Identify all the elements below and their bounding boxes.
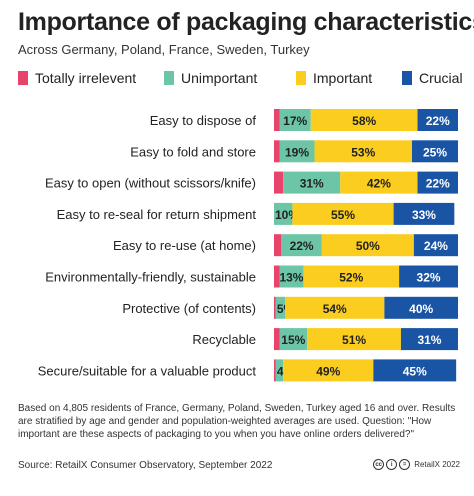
- category-label: Easy to open (without scissors/knife): [45, 176, 256, 191]
- bar-segment: [384, 296, 458, 319]
- stacked-bar-chart: Easy to dispose of 17% 58% 22% Easy to fold …: [38, 109, 458, 382]
- bar-segment: [314, 140, 412, 163]
- bar-segment: [310, 109, 418, 131]
- bar-segment: [321, 234, 414, 257]
- bar-segment: [281, 234, 322, 257]
- legend-label: Crucial: [419, 70, 463, 86]
- category-label: Secure/suitable for a valuable product: [38, 363, 257, 378]
- legend-swatch: [164, 71, 174, 85]
- cc-icon: cc: [373, 459, 385, 470]
- data-label: 15%: [281, 333, 305, 347]
- bar-segment: [413, 234, 458, 257]
- bar-segment: [274, 328, 280, 351]
- data-label: 51%: [342, 333, 366, 347]
- category-label: Recyclable: [192, 332, 256, 347]
- data-label: 13%: [279, 271, 303, 285]
- legend-swatch: [296, 71, 306, 85]
- data-label: 22%: [426, 114, 450, 128]
- data-label: 54%: [323, 302, 347, 316]
- data-label: 17%: [283, 114, 307, 128]
- by-icon: i: [386, 459, 398, 470]
- bar-segment: [340, 171, 418, 194]
- bar-segment: [307, 328, 401, 351]
- bar-segment: [274, 296, 276, 319]
- bar-segment: [283, 359, 374, 382]
- bar-segment: [393, 202, 455, 225]
- legend-item-crucial: Crucial: [402, 70, 463, 86]
- bar-segment: [274, 359, 276, 382]
- bar-segment: [400, 328, 458, 351]
- bar-segment: [274, 109, 280, 131]
- data-label: 55%: [331, 208, 355, 222]
- bar-segment: [274, 234, 282, 257]
- category-label: Protective (of contents): [122, 301, 256, 316]
- bar-segment: [274, 140, 280, 163]
- nd-icon: =: [399, 459, 411, 470]
- bar-segment: [274, 202, 293, 225]
- legend: Totally irrelevent Unimportant Important…: [18, 70, 468, 90]
- data-label: 22%: [290, 239, 314, 253]
- data-label: 19%: [285, 145, 309, 159]
- chart-subtitle: Across Germany, Poland, France, Sweden, …: [18, 42, 310, 57]
- legend-label: Important: [313, 70, 373, 86]
- category-label: Easy to fold and store: [130, 144, 256, 159]
- bar-segment: [279, 140, 315, 163]
- data-label: 50%: [356, 239, 380, 253]
- legend-item-totally-irrelevant: Totally irrelevent: [18, 70, 136, 86]
- data-label: 45%: [403, 364, 427, 378]
- bar-segment: [275, 359, 284, 382]
- bar-segment: [279, 265, 304, 288]
- bar-segment: [275, 296, 286, 319]
- bar-segment: [292, 202, 394, 225]
- bar-segment: [373, 359, 457, 382]
- bar-segment: [412, 140, 458, 163]
- legend-item-unimportant: Unimportant: [164, 70, 257, 86]
- data-label: 49%: [316, 364, 340, 378]
- bar-segment: [417, 109, 458, 131]
- bar-segment: [274, 265, 280, 288]
- data-label: 58%: [352, 114, 376, 128]
- legend-label: Unimportant: [181, 70, 258, 86]
- category-label: Easy to re-use (at home): [113, 238, 256, 253]
- legend-swatch: [18, 71, 28, 85]
- legend-swatch: [402, 71, 412, 85]
- legend-item-important: Important: [296, 70, 372, 86]
- data-label: 33%: [412, 208, 436, 222]
- bar-segment: [279, 109, 311, 131]
- chart-title: Importance of packaging characteristics: [18, 8, 474, 36]
- bar-segment: [283, 171, 341, 194]
- data-label: 42%: [367, 177, 391, 191]
- bar-segment: [399, 265, 458, 288]
- data-label: 22%: [426, 177, 450, 191]
- credit-text: RetailX 2022: [414, 460, 460, 469]
- data-label: 53%: [351, 145, 375, 159]
- category-label: Easy to re-seal for return shipment: [57, 207, 257, 222]
- category-label: Environmentally-friendly, sustainable: [45, 270, 256, 285]
- data-label: 32%: [417, 271, 441, 285]
- bar-segment: [417, 171, 458, 194]
- category-label: Easy to dispose of: [150, 113, 257, 128]
- data-label: 31%: [417, 333, 441, 347]
- legend-label: Totally irrelevent: [35, 70, 137, 86]
- bar-segment: [285, 296, 385, 319]
- credit: cc i = RetailX 2022: [373, 459, 460, 470]
- bar-segment: [279, 328, 308, 351]
- data-label: 52%: [339, 271, 363, 285]
- data-label: 31%: [300, 177, 324, 191]
- bar-segment: [274, 171, 284, 194]
- footnote: Based on 4,805 residents of France, Germ…: [18, 403, 456, 440]
- bar-segment: [303, 265, 400, 288]
- data-label: 25%: [423, 145, 447, 159]
- data-label: 40%: [409, 302, 433, 316]
- data-label: 24%: [424, 239, 448, 253]
- source-note: Source: RetailX Consumer Observatory, Se…: [18, 460, 273, 471]
